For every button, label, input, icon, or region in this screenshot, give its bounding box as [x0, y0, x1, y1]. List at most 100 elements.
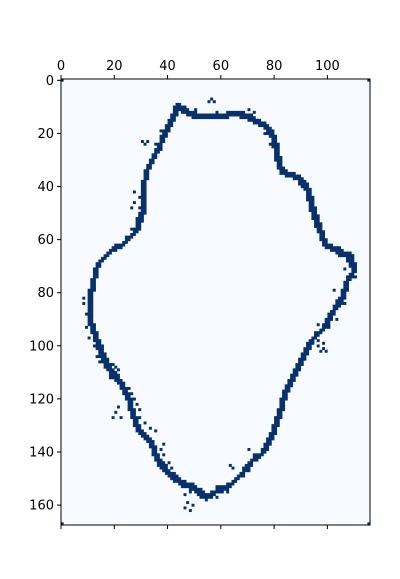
heatmap-cell — [170, 113, 179, 117]
heatmap-cell — [180, 485, 198, 489]
heatmap-cell — [319, 235, 326, 239]
heatmap-cell — [327, 315, 334, 319]
heatmap-cell — [132, 201, 136, 205]
heatmap-cell — [271, 137, 278, 141]
heatmap-cell — [135, 222, 142, 226]
heatmap-cell — [284, 384, 294, 388]
heatmap-cell — [92, 267, 99, 271]
heatmap-cell — [324, 317, 334, 321]
heatmap-cell — [92, 275, 99, 279]
heatmap-cell — [106, 368, 115, 372]
heatmap-cell — [338, 296, 347, 300]
y-axis: 0 20 40 60 80 100 120 140 160 — [29, 74, 61, 514]
heatmap-cell — [116, 368, 120, 372]
heatmap-cell — [311, 211, 318, 215]
y-tick-label: 40 — [37, 180, 54, 195]
heatmap-cell — [140, 140, 144, 144]
heatmap-cell — [287, 381, 294, 385]
heatmap-cell — [92, 336, 99, 340]
heatmap-cell — [156, 145, 163, 149]
heatmap-cell — [167, 121, 174, 125]
heatmap-cell — [186, 113, 254, 117]
heatmap-cell — [164, 471, 176, 475]
heatmap-cell — [186, 501, 190, 505]
heatmap-cell — [183, 506, 187, 510]
heatmap-cell — [316, 323, 320, 327]
heatmap-cell — [276, 410, 283, 414]
heatmap-cell — [292, 371, 299, 374]
heatmap-cell — [226, 490, 230, 494]
heatmap-cell — [316, 227, 323, 231]
heatmap-cell — [146, 166, 152, 170]
heatmap-cell — [188, 509, 192, 513]
heatmap-cell — [124, 397, 136, 401]
heatmap-cell — [191, 116, 230, 120]
heatmap-cell — [292, 177, 304, 181]
heatmap-cell — [154, 429, 158, 433]
heatmap-cell — [116, 381, 126, 385]
heatmap-cell — [335, 299, 344, 303]
heatmap-cell — [244, 463, 254, 467]
heatmap-cell — [90, 328, 96, 332]
heatmap-cell — [263, 132, 275, 136]
heatmap-cell — [95, 264, 102, 268]
heatmap-cell — [114, 378, 123, 382]
heatmap-cell — [314, 222, 323, 226]
heatmap-cell — [324, 246, 341, 250]
heatmap-cell — [135, 429, 144, 433]
heatmap-cell — [87, 320, 94, 324]
heatmap-cell — [95, 355, 107, 359]
heatmap-cell — [343, 283, 349, 287]
heatmap-cell — [300, 185, 310, 189]
heatmap-cell — [140, 182, 147, 186]
heatmap-cell — [330, 248, 344, 252]
heatmap-cell — [135, 217, 144, 221]
heatmap-cell — [90, 280, 96, 284]
heatmap-cell — [194, 108, 198, 112]
heatmap-cell — [146, 140, 150, 144]
heatmap-cell — [338, 254, 355, 258]
heatmap-cell — [306, 341, 315, 345]
heatmap-cell — [188, 487, 203, 491]
heatmap-cell — [215, 485, 232, 489]
heatmap-cell — [159, 140, 166, 144]
heatmap-cell — [143, 174, 150, 178]
heatmap-cell — [239, 471, 246, 475]
heatmap-cell — [84, 312, 94, 316]
heatmap-cell — [143, 169, 150, 173]
heatmap-cell — [98, 349, 104, 353]
x-tick-label: 80 — [266, 59, 283, 74]
heatmap-cell — [162, 469, 171, 473]
heatmap-cell — [135, 219, 144, 223]
heatmap-image — [61, 79, 370, 525]
heatmap-cell — [332, 288, 336, 292]
heatmap-cell — [268, 434, 275, 438]
heatmap-cell — [274, 416, 283, 420]
heatmap-cell — [319, 238, 328, 242]
heatmap-cell — [167, 461, 171, 465]
heatmap-cell — [322, 323, 331, 327]
heatmap-cell — [268, 134, 278, 138]
heatmap-cell — [210, 490, 224, 494]
heatmap-cell — [343, 267, 347, 271]
heatmap-cell — [271, 429, 278, 433]
heatmap-cell — [87, 299, 94, 303]
heatmap-cell — [87, 317, 94, 321]
heatmap-cell — [90, 286, 96, 290]
heatmap-cell — [116, 405, 120, 409]
heatmap-cell — [212, 100, 216, 104]
heatmap-cell — [148, 158, 155, 162]
heatmap-cell — [247, 118, 262, 122]
heatmap-cell — [199, 495, 214, 499]
heatmap-cell — [263, 445, 270, 449]
heatmap-cell — [95, 341, 102, 345]
heatmap-cell — [122, 392, 134, 396]
heatmap-cell — [322, 325, 331, 329]
heatmap-cell — [138, 206, 147, 210]
heatmap-cell — [146, 440, 155, 444]
heatmap-cell — [282, 392, 288, 396]
heatmap-cell — [154, 458, 163, 462]
heatmap-cell — [61, 79, 64, 82]
heatmap-cell — [306, 190, 312, 194]
heatmap-cell — [252, 453, 264, 457]
